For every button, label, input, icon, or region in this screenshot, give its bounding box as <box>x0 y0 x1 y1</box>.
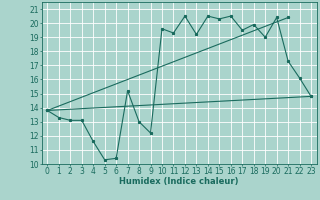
X-axis label: Humidex (Indice chaleur): Humidex (Indice chaleur) <box>119 177 239 186</box>
